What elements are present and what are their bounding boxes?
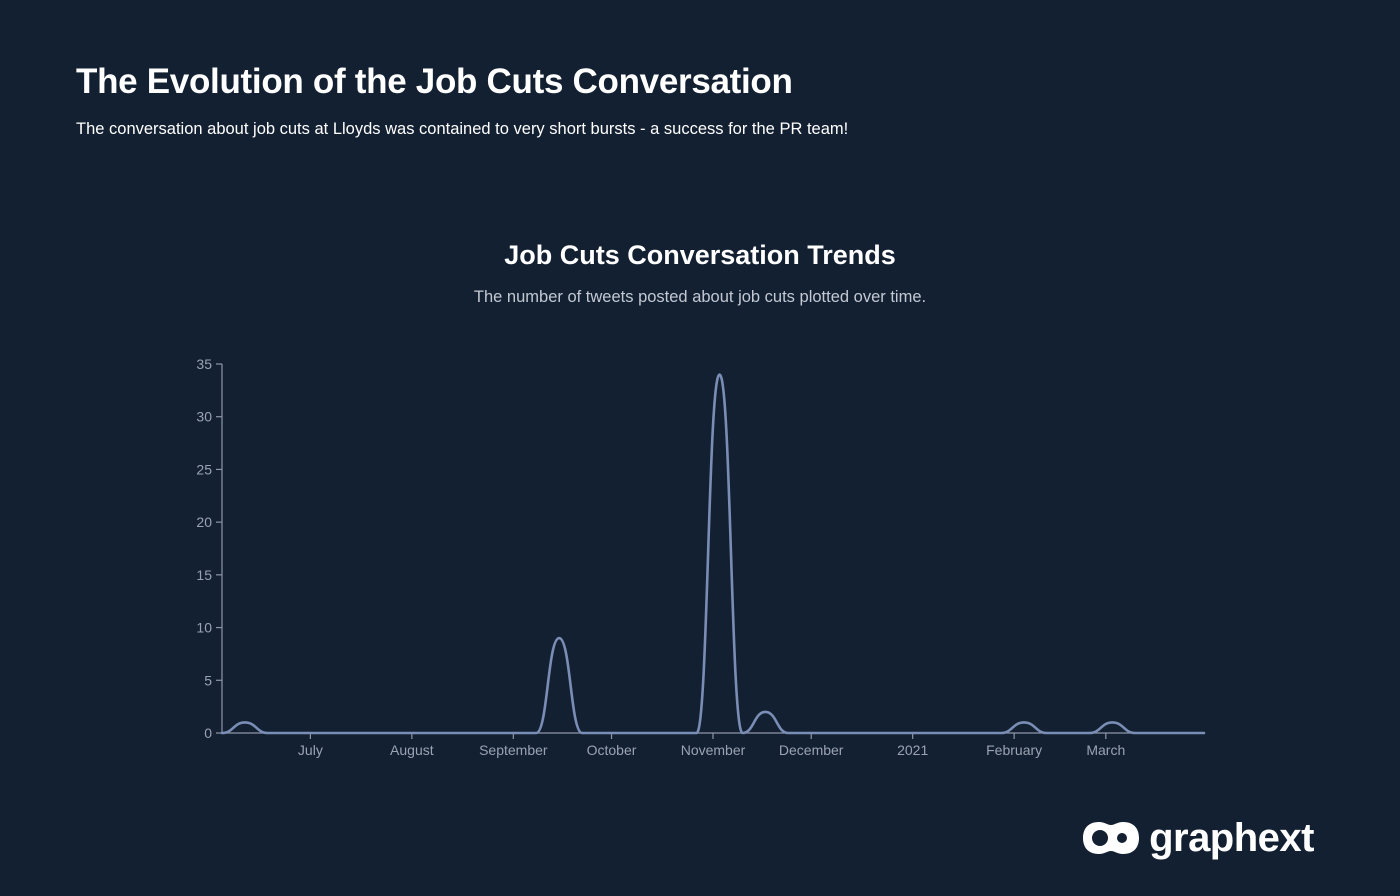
chart-title: Job Cuts Conversation Trends [504, 240, 896, 270]
y-axis: 0 5 10 15 20 25 30 35 [196, 356, 223, 741]
y-tick-label: 35 [196, 356, 212, 372]
y-tick-label: 30 [196, 409, 212, 425]
x-tick-label: March [1086, 742, 1125, 758]
y-tick-label: 0 [204, 725, 212, 741]
x-tick-label: 2021 [897, 742, 928, 758]
page-subtitle: The conversation about job cuts at Lloyd… [76, 120, 849, 138]
series-line-0 [220, 373, 1206, 735]
page-title: The Evolution of the Job Cuts Conversati… [76, 62, 793, 101]
brand-logo: graphext [1081, 810, 1314, 866]
chart-subtitle: The number of tweets posted about job cu… [473, 288, 927, 306]
x-tick-label: February [986, 742, 1042, 758]
x-tick-label: July [298, 742, 323, 758]
graphext-logo-icon [1083, 822, 1140, 854]
x-tick-label: September [479, 742, 548, 758]
y-tick-label: 10 [196, 620, 212, 636]
x-tick-label: November [681, 742, 746, 758]
y-tick-label: 20 [196, 514, 212, 530]
x-axis: July August September October November Decemb… [222, 732, 1204, 758]
y-tick-label: 15 [196, 567, 212, 583]
y-tick-label: 25 [196, 461, 212, 477]
x-tick-label: August [390, 742, 434, 758]
x-tick-label: October [587, 742, 637, 758]
y-tick-label: 5 [204, 672, 212, 688]
brand-name: graphext [1149, 815, 1314, 860]
x-tick-label: December [779, 742, 844, 758]
series-layer [220, 373, 1206, 735]
